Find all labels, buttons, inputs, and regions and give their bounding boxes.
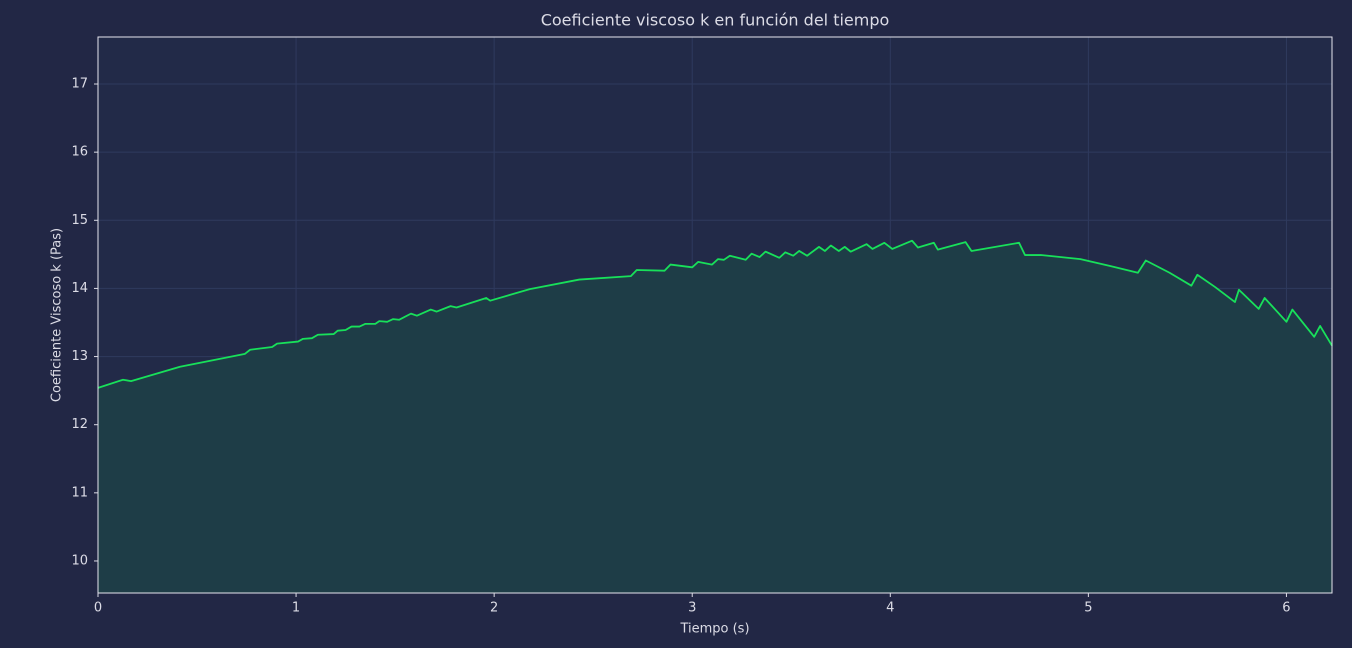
- chart-title: Coeficiente viscoso k en función del tie…: [541, 11, 890, 30]
- line: [97, 239, 1333, 389]
- y-tick-label: 17: [71, 77, 88, 92]
- x-tick-label: 6: [1282, 601, 1290, 616]
- y-tick-label: 16: [71, 145, 88, 160]
- y-tick-label: 11: [71, 485, 88, 500]
- x-axis-label: Tiempo (s): [679, 622, 749, 637]
- y-tick-label: 10: [71, 553, 88, 568]
- y-tick-label: 14: [71, 281, 88, 296]
- y-axis-label: Coeficiente Viscoso k (Pas): [50, 228, 65, 402]
- y-tick-label: 12: [71, 417, 88, 432]
- x-tick-label: 4: [886, 601, 894, 616]
- y-tick-label: 15: [71, 213, 88, 228]
- x-tick-label: 1: [292, 601, 300, 616]
- y-tick-label: 13: [71, 349, 88, 364]
- area-fill: [98, 240, 1332, 593]
- plot-frame: [97, 36, 1333, 594]
- x-tick-label: 2: [490, 601, 498, 616]
- x-tick-label: 5: [1084, 601, 1092, 616]
- x-tick-label: 0: [94, 601, 102, 616]
- x-tick-label: 3: [688, 601, 696, 616]
